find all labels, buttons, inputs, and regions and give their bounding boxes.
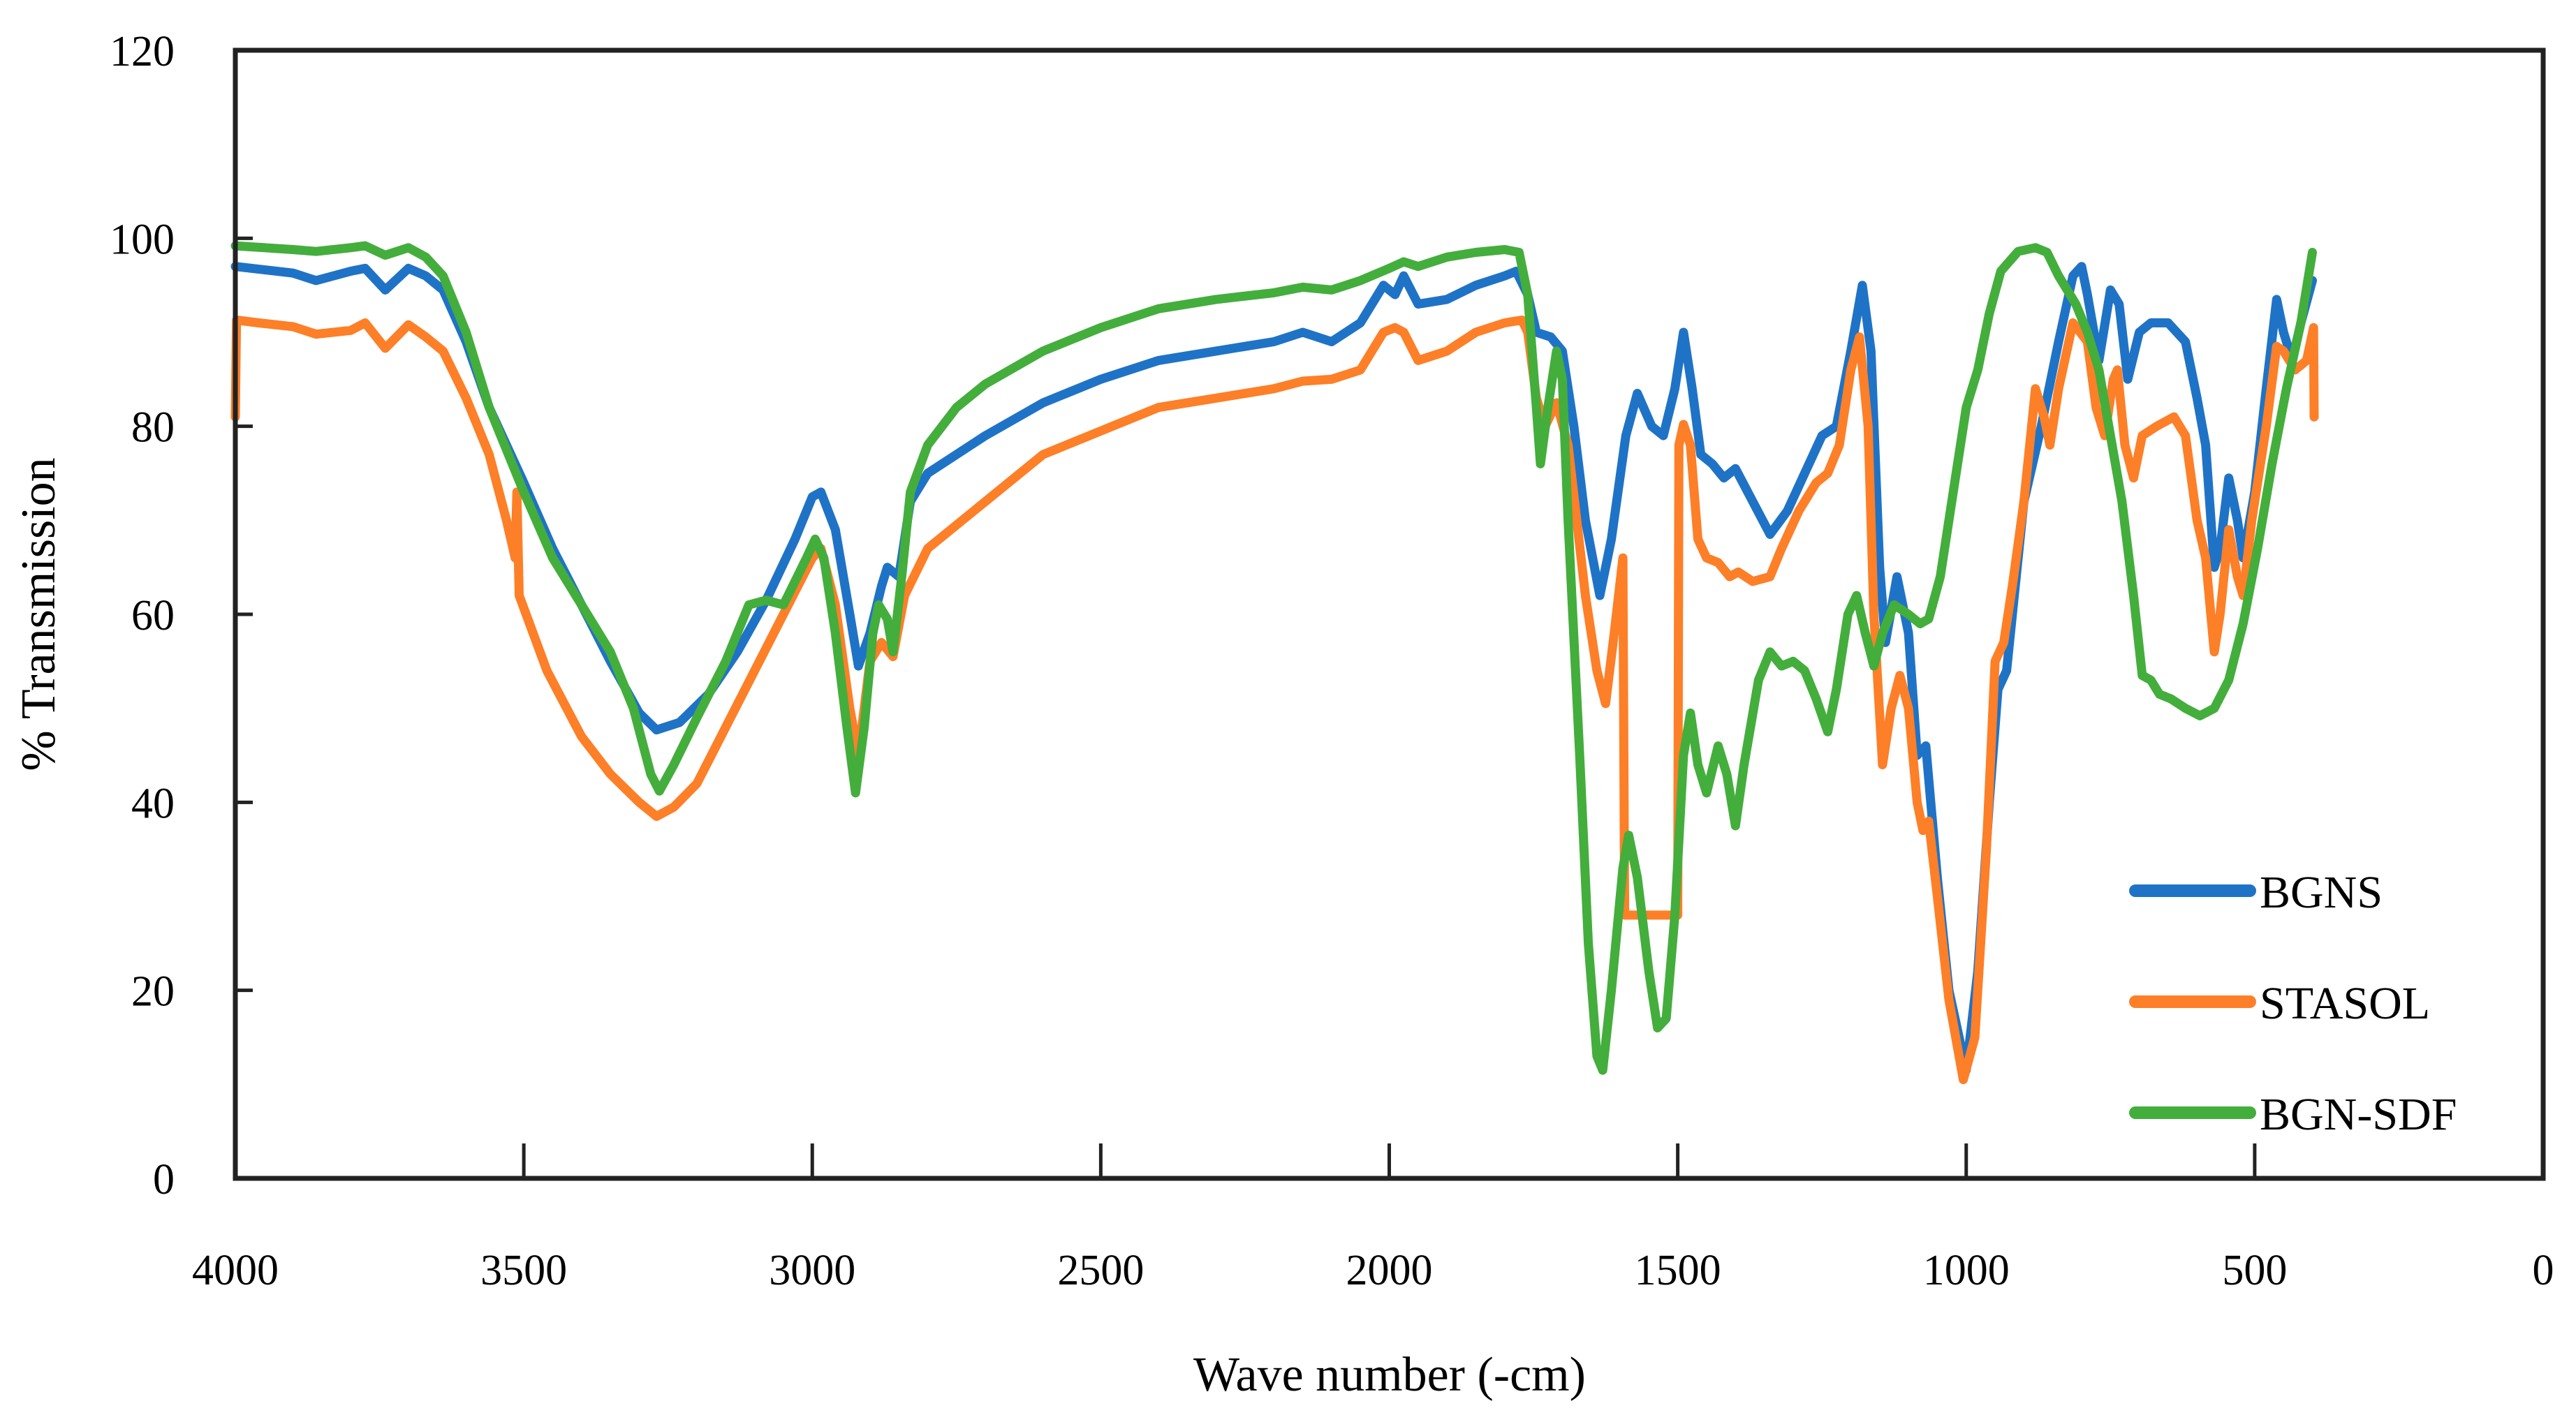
x-axis-title: Wave number (-cm) xyxy=(1193,1348,1586,1402)
y-tick-label: 80 xyxy=(131,404,175,452)
x-tick-label: 1500 xyxy=(1635,1247,1721,1294)
x-tick-label: 500 xyxy=(2222,1247,2287,1294)
x-tick-label: 2500 xyxy=(1057,1247,1144,1294)
legend-item-stasol: STASOL xyxy=(2129,978,2430,1029)
x-tick-label: 2000 xyxy=(1346,1247,1433,1294)
series-lines xyxy=(230,241,2319,1085)
y-tick-label: 120 xyxy=(110,28,175,75)
y-tick-label: 20 xyxy=(131,968,175,1016)
x-tick-label: 3500 xyxy=(480,1247,567,1294)
x-tick-label: 0 xyxy=(2533,1247,2554,1294)
legend: BGNS STASOL BGN-SDF xyxy=(2129,867,2457,1140)
series-line-bgn-sdf xyxy=(230,241,2317,1075)
legend-item-bgns: BGNS xyxy=(2129,867,2383,918)
legend-label-bgn-sdf: BGN-SDF xyxy=(2260,1089,2457,1140)
x-tick-label: 1000 xyxy=(1923,1247,2010,1294)
series-line-bgns xyxy=(230,262,2317,1075)
x-tick-label: 3000 xyxy=(769,1247,855,1294)
legend-label-bgns: BGNS xyxy=(2260,867,2383,918)
y-tick-label: 100 xyxy=(110,216,175,263)
y-axis-title: % Transmission xyxy=(12,457,66,771)
x-axis-ticks: 4000 3500 3000 2500 2000 1500 1000 500 0 xyxy=(192,1143,2554,1294)
x-tick-label: 4000 xyxy=(192,1247,279,1294)
plot-area-frame xyxy=(233,47,2546,1181)
y-tick-label: 0 xyxy=(153,1156,175,1203)
y-tick-label: 60 xyxy=(131,592,175,639)
legend-label-stasol: STASOL xyxy=(2260,978,2430,1029)
legend-item-bgn-sdf: BGN-SDF xyxy=(2129,1089,2457,1140)
y-tick-label: 40 xyxy=(131,780,175,827)
y-axis-ticks: 0 20 40 60 80 100 120 xyxy=(110,28,253,1203)
